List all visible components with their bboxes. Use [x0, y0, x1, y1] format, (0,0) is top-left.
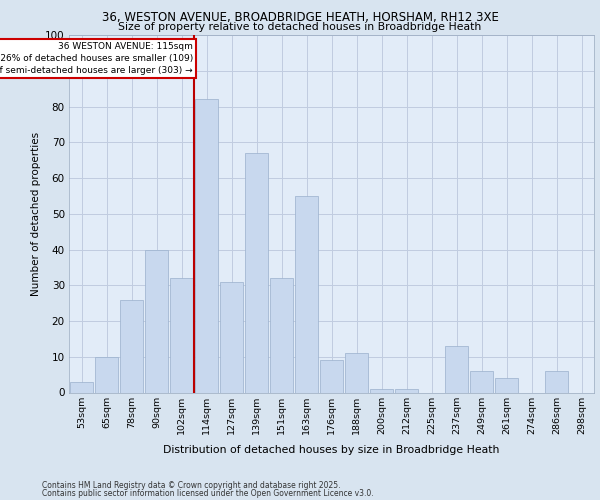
Text: Contains public sector information licensed under the Open Government Licence v3: Contains public sector information licen…	[42, 488, 374, 498]
Bar	[220, 282, 243, 393]
X-axis label: Distribution of detached houses by size in Broadbridge Heath: Distribution of detached houses by size …	[163, 445, 500, 455]
Bar	[95, 357, 118, 392]
Bar	[370, 389, 393, 392]
Text: Size of property relative to detached houses in Broadbridge Heath: Size of property relative to detached ho…	[118, 22, 482, 32]
Bar	[445, 346, 468, 393]
Bar	[345, 353, 368, 393]
Text: Contains HM Land Registry data © Crown copyright and database right 2025.: Contains HM Land Registry data © Crown c…	[42, 481, 341, 490]
Bar	[470, 371, 493, 392]
Y-axis label: Number of detached properties: Number of detached properties	[31, 132, 41, 296]
Bar	[70, 382, 93, 392]
Bar	[145, 250, 168, 392]
Text: 36 WESTON AVENUE: 115sqm
← 26% of detached houses are smaller (109)
71% of semi-: 36 WESTON AVENUE: 115sqm ← 26% of detach…	[0, 42, 193, 75]
Bar	[320, 360, 343, 392]
Bar	[170, 278, 193, 392]
Bar	[245, 153, 268, 392]
Bar	[395, 389, 418, 392]
Bar	[545, 371, 568, 392]
Bar	[120, 300, 143, 392]
Bar	[195, 100, 218, 393]
Text: 36, WESTON AVENUE, BROADBRIDGE HEATH, HORSHAM, RH12 3XE: 36, WESTON AVENUE, BROADBRIDGE HEATH, HO…	[101, 11, 499, 24]
Bar	[495, 378, 518, 392]
Bar	[295, 196, 318, 392]
Bar	[270, 278, 293, 392]
